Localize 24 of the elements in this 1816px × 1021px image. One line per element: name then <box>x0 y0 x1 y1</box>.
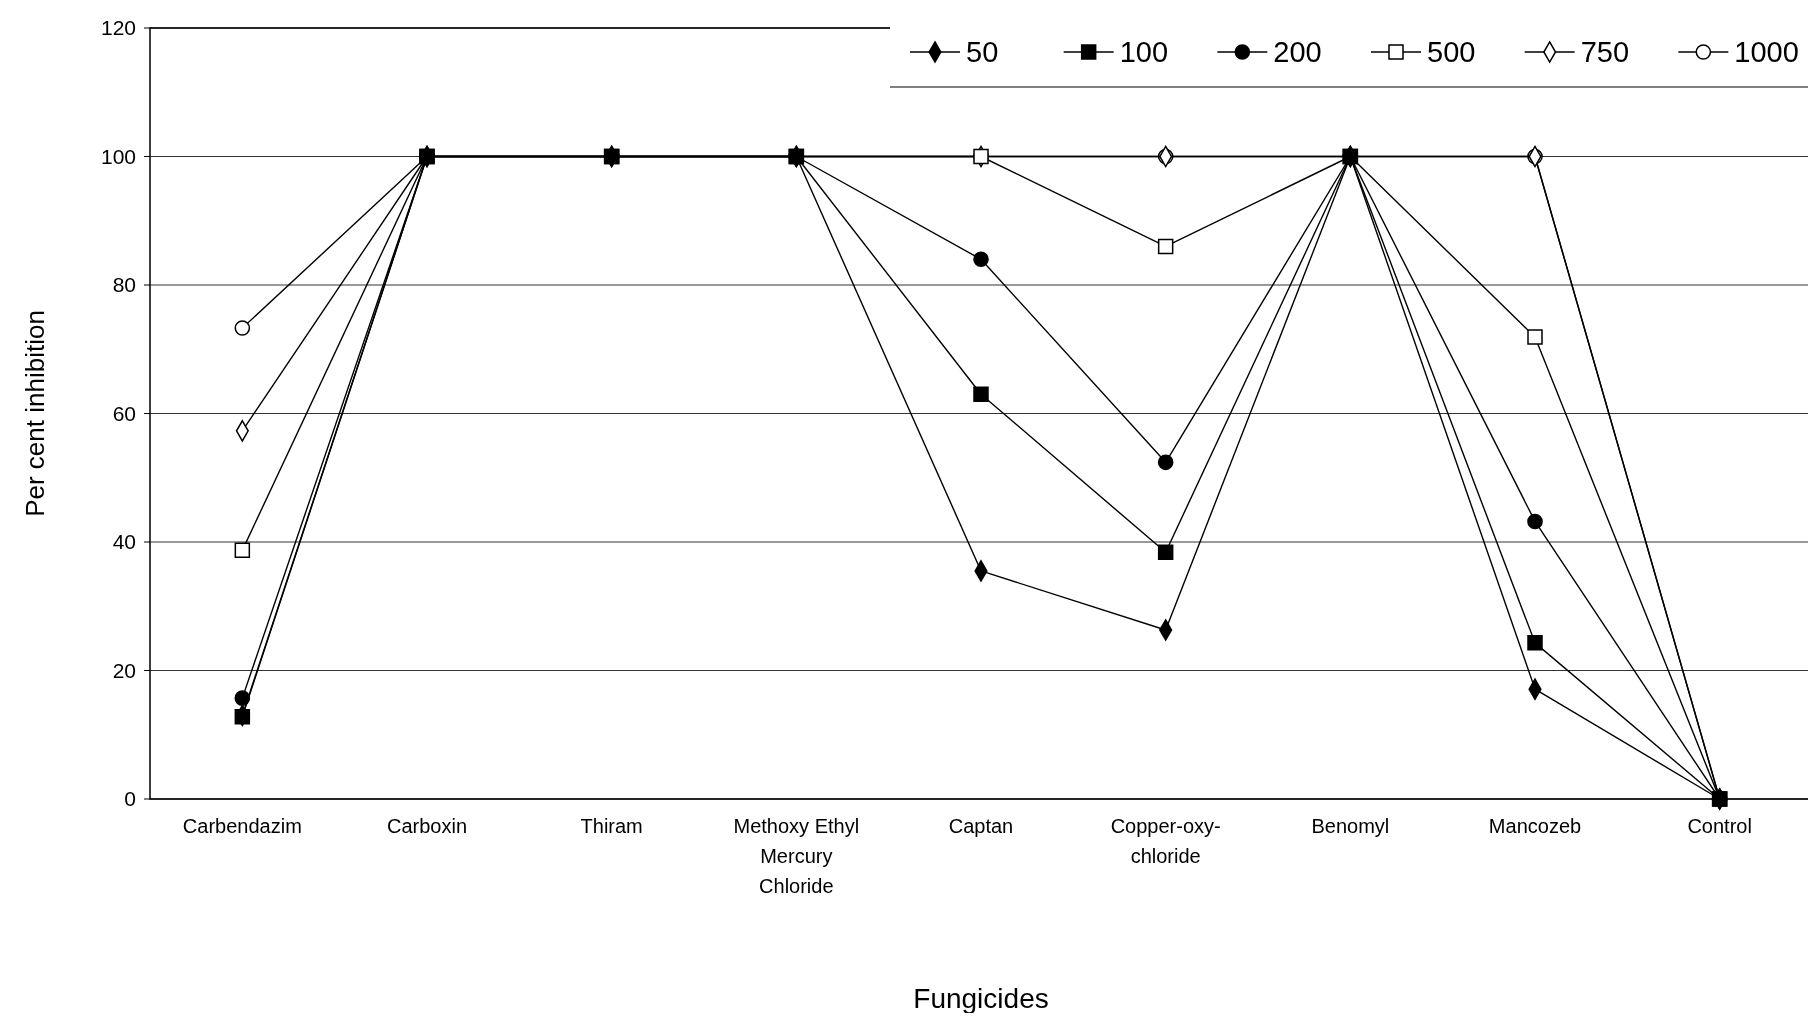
x-tick-label: Methoxy Ethyl Mercury Chloride <box>733 815 860 897</box>
y-tick-label: 120 <box>100 16 136 40</box>
y-tick-label: 60 <box>112 401 136 425</box>
y-tick-label: 20 <box>112 658 136 682</box>
legend-label: 500 <box>1427 36 1476 69</box>
x-tick-label: Copper-oxy-chloride <box>1110 815 1221 867</box>
legend-label: 50 <box>966 36 999 69</box>
x-tick-label: Carboxin <box>386 815 468 837</box>
x-axis-title: Fungicides <box>913 983 1049 1014</box>
y-tick-label: 40 <box>112 530 136 554</box>
x-tick-label: Benomyl <box>1311 815 1390 837</box>
x-tick-label: Captan <box>948 815 1014 837</box>
y-tick-label: 100 <box>100 144 136 168</box>
x-tick-label: Thiram <box>580 815 643 837</box>
x-tick-label: Mancozeb <box>1488 815 1582 837</box>
x-tick-label: Carbendazim <box>182 815 302 837</box>
y-tick-label: 80 <box>112 273 136 297</box>
legend-label: 750 <box>1580 36 1630 69</box>
y-tick-label: 0 <box>124 787 136 811</box>
legend-label: 200 <box>1273 36 1322 69</box>
y-axis-title: Per cent inhibition <box>20 310 50 517</box>
legend-label: 100 <box>1119 36 1169 69</box>
x-tick-label: Control <box>1687 815 1752 837</box>
legend-label: 1000 <box>1734 36 1799 69</box>
